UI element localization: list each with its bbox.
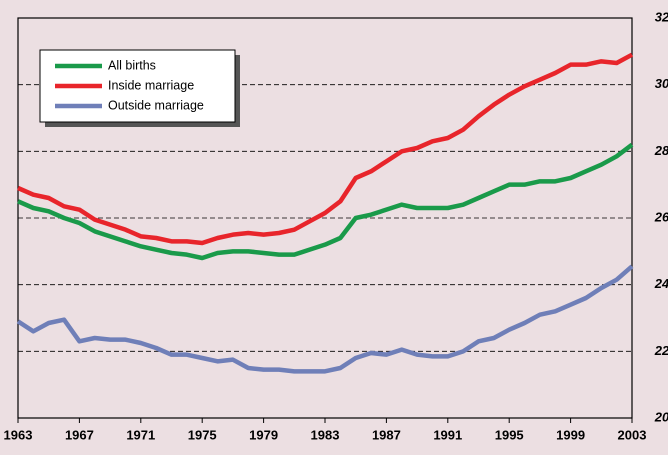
x-tick-label: 1963 [4, 427, 33, 442]
y-tick-label: 32 [655, 9, 668, 24]
line [17, 142, 634, 261]
x-tick-label: 1991 [433, 427, 462, 442]
legend-label: Inside marriage [108, 78, 194, 92]
legend-label: All births [108, 58, 156, 72]
x-tick-label: 1999 [556, 427, 585, 442]
x-tick-label: 1995 [495, 427, 524, 442]
x-tick-label: 1987 [372, 427, 401, 442]
x-tick-label: 2003 [618, 427, 647, 442]
x-tick-label: 1979 [249, 427, 278, 442]
y-tick-label: 20 [654, 409, 668, 424]
y-tick-label: 28 [654, 143, 668, 158]
x-tick-label: 1967 [65, 427, 94, 442]
x-tick-label: 1975 [188, 427, 217, 442]
line [16, 264, 634, 374]
line [17, 52, 634, 246]
legend-label: Outside marriage [108, 98, 204, 112]
x-tick-label: 1971 [126, 427, 155, 442]
y-tick-label: 26 [654, 209, 668, 224]
y-tick-label: 22 [654, 343, 668, 358]
x-tick-label: 1983 [311, 427, 340, 442]
legend-box [39, 49, 236, 123]
y-tick-label: 24 [654, 276, 668, 291]
y-tick-label: 30 [655, 76, 668, 91]
legend: All births Inside marriage Outside marriag… [39, 49, 240, 127]
